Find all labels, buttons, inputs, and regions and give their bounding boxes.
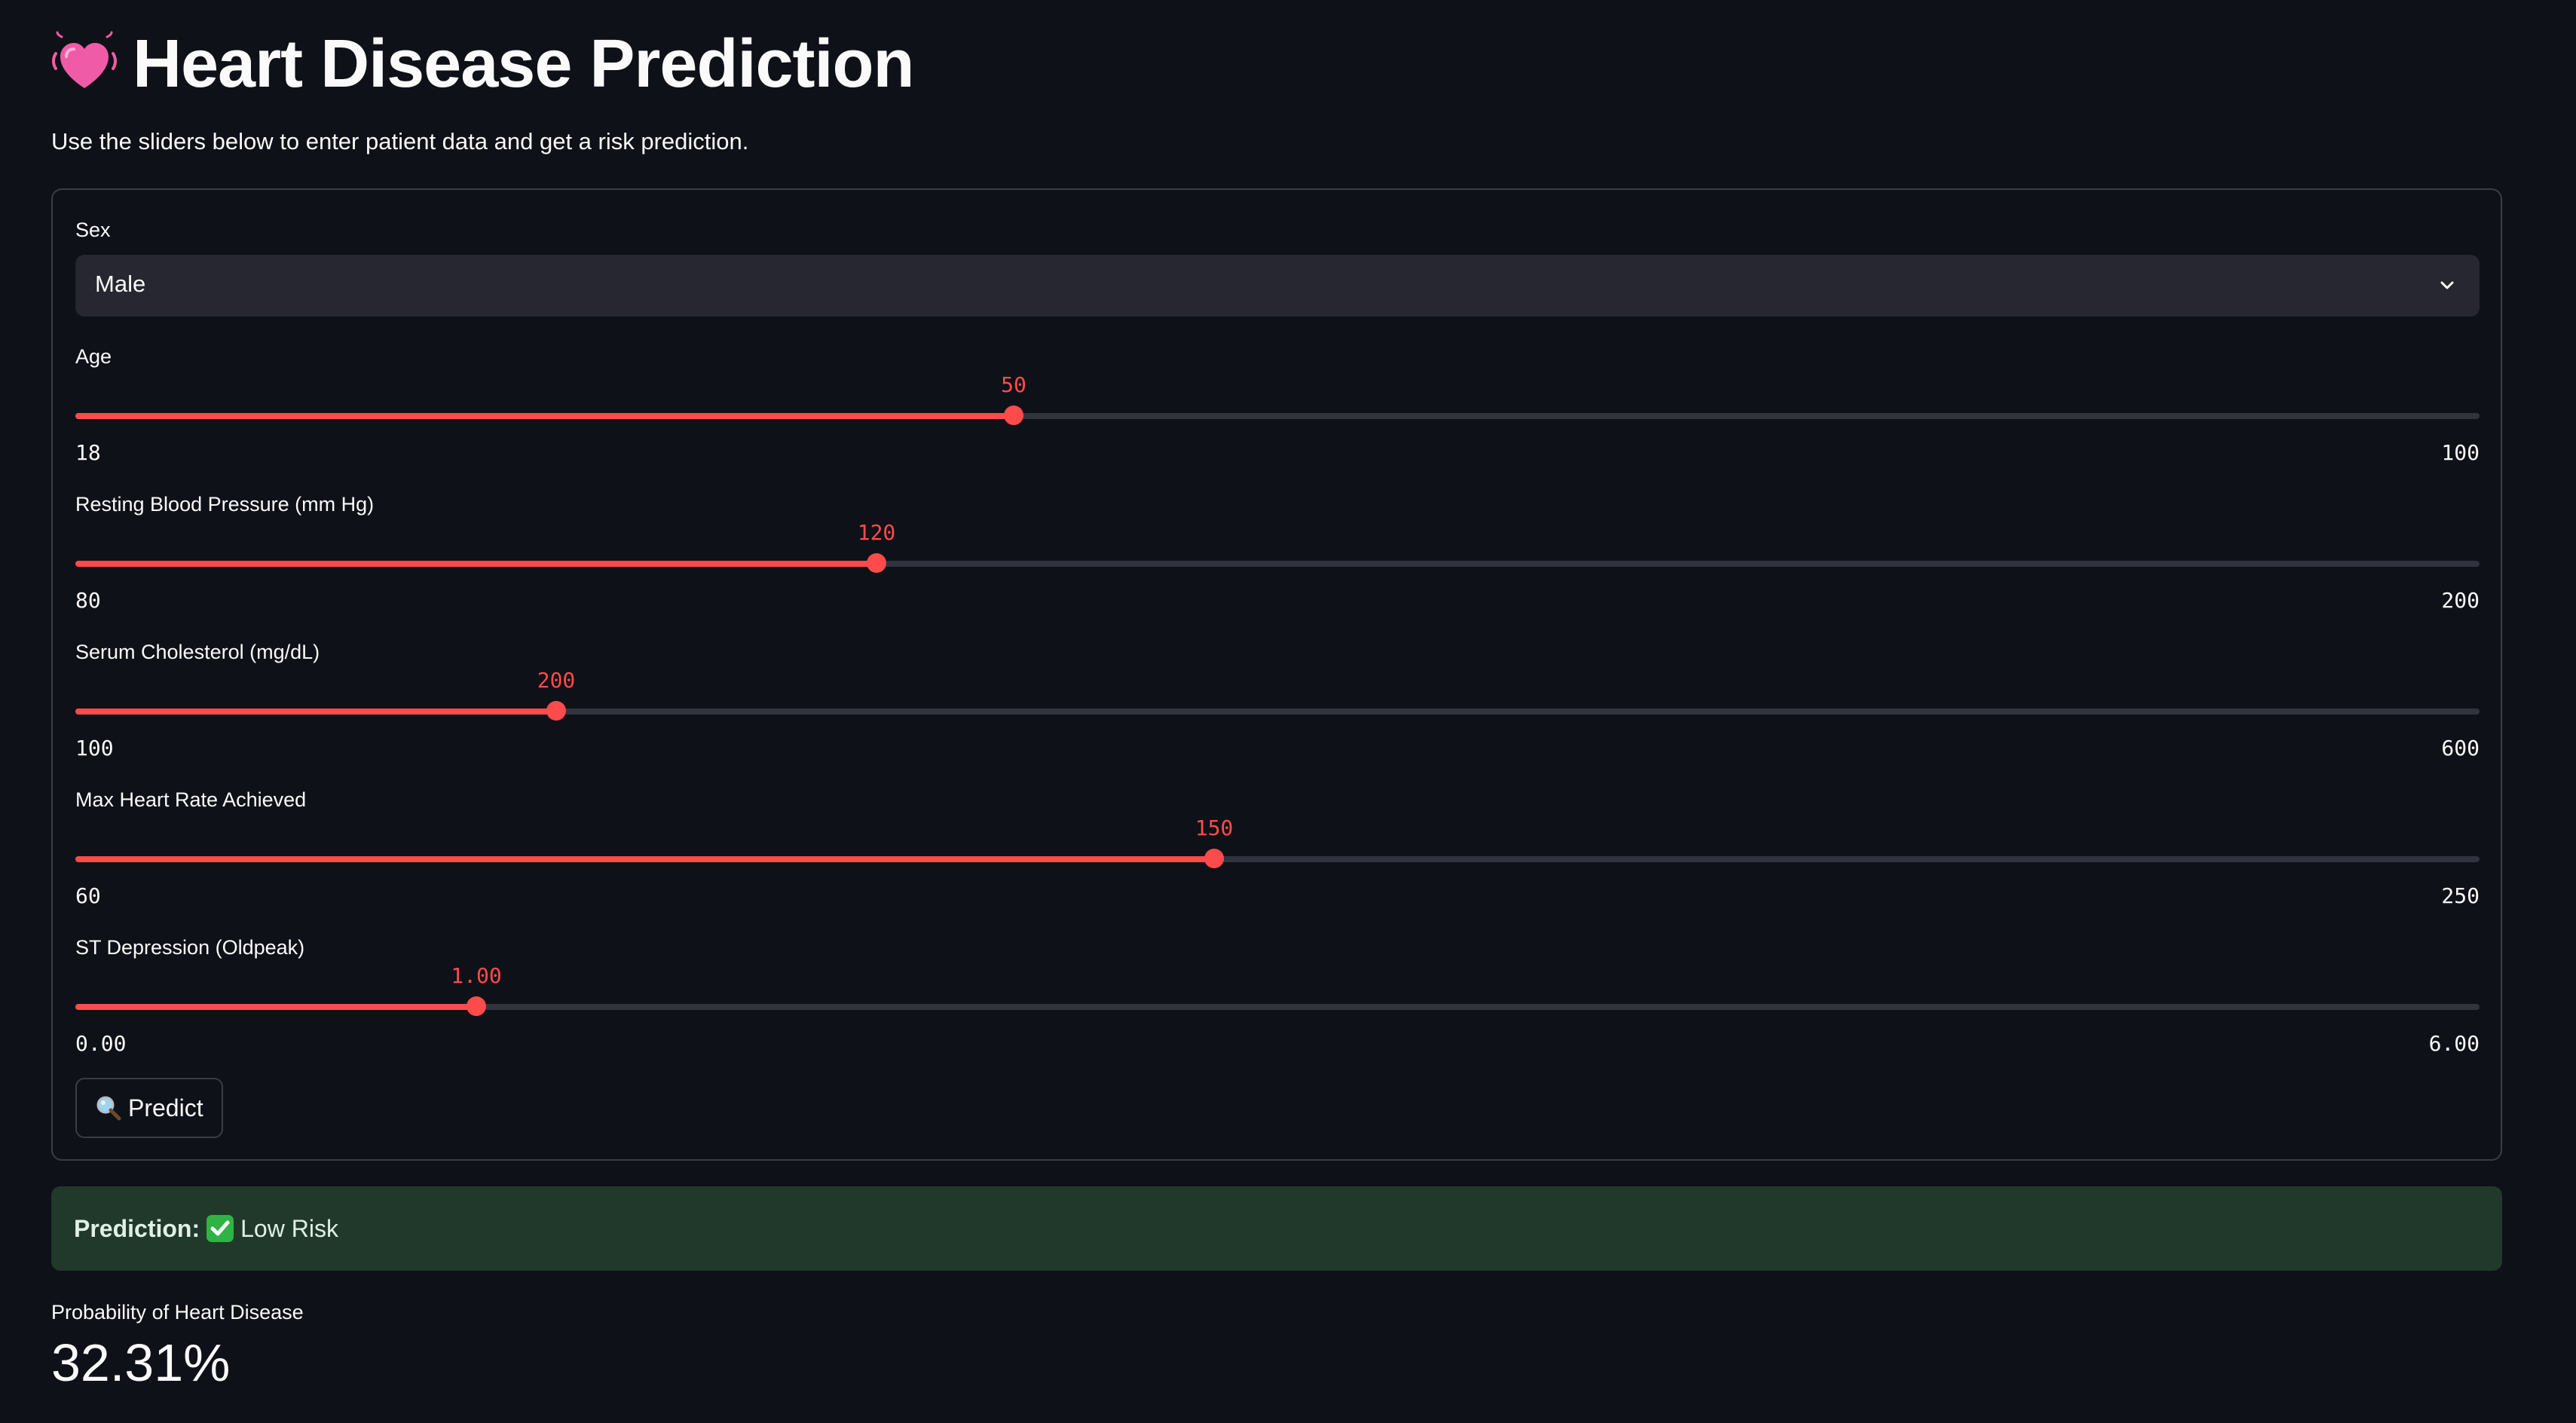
prediction-text: Prediction: Low Risk	[74, 1214, 338, 1243]
slider-track[interactable]	[75, 1004, 2480, 1010]
slider-fill	[75, 561, 877, 567]
slider-value: 120	[857, 520, 896, 545]
slider-thumb[interactable]	[867, 553, 886, 573]
cholesterol-label: Serum Cholesterol (mg/dL)	[75, 641, 320, 663]
sex-select-value: Male	[95, 271, 146, 297]
resting-bp-label: Resting Blood Pressure (mm Hg)	[75, 493, 375, 516]
slider-fill	[75, 708, 556, 715]
slider-track[interactable]	[75, 413, 2480, 419]
slider-fill	[75, 856, 1214, 862]
page-title: Heart Disease Prediction	[133, 26, 914, 102]
probability-value: 32.31%	[51, 1333, 231, 1392]
max-heart-rate-slider[interactable]: 150 60 250	[75, 800, 2480, 908]
patient-form: Sex Male Age 50 18 100 Resting Blood Pre…	[51, 188, 2502, 1161]
slider-max-label: 100	[2441, 440, 2480, 465]
slider-track[interactable]	[75, 561, 2480, 567]
slider-max-label: 600	[2441, 736, 2480, 760]
beating-heart-icon	[52, 31, 117, 88]
prediction-value: Low Risk	[240, 1214, 338, 1242]
oldpeak-label: ST Depression (Oldpeak)	[75, 936, 305, 959]
slider-thumb[interactable]	[1004, 405, 1023, 425]
cholesterol-slider[interactable]: 200 100 600	[75, 653, 2480, 760]
slider-fill	[75, 413, 1014, 419]
slider-value: 50	[1001, 372, 1026, 397]
slider-min-label: 80	[75, 588, 101, 613]
age-label: Age	[75, 345, 112, 368]
slider-min-label: 18	[75, 440, 101, 465]
slider-track[interactable]	[75, 708, 2480, 715]
probability-label: Probability of Heart Disease	[51, 1301, 304, 1324]
slider-min-label: 0.00	[75, 1031, 127, 1056]
slider-fill	[75, 1004, 476, 1010]
check-mark-icon	[207, 1215, 234, 1242]
sex-select[interactable]: Male	[75, 255, 2480, 317]
resting-bp-slider[interactable]: 120 80 200	[75, 505, 2480, 613]
slider-min-label: 60	[75, 883, 101, 908]
slider-value: 1.00	[451, 963, 502, 988]
chevron-down-icon	[2440, 281, 2454, 289]
page-subtitle: Use the sliders below to enter patient d…	[51, 128, 749, 155]
predict-button[interactable]: Predict	[75, 1078, 223, 1138]
max-heart-rate-label: Max Heart Rate Achieved	[75, 788, 307, 811]
slider-max-label: 6.00	[2428, 1031, 2480, 1056]
slider-value: 200	[537, 668, 576, 693]
age-slider[interactable]: 50 18 100	[75, 357, 2480, 465]
slider-track[interactable]	[75, 856, 2480, 862]
slider-value: 150	[1195, 816, 1234, 840]
sex-label: Sex	[75, 219, 111, 241]
slider-min-label: 100	[75, 736, 114, 760]
slider-max-label: 200	[2441, 588, 2480, 613]
app-main: Heart Disease Prediction Use the sliders…	[51, 0, 2502, 1423]
slider-thumb[interactable]	[1204, 849, 1224, 868]
magnifier-icon	[96, 1096, 121, 1121]
prediction-label: Prediction:	[74, 1214, 200, 1242]
slider-thumb[interactable]	[467, 996, 486, 1016]
slider-max-label: 250	[2441, 883, 2480, 908]
oldpeak-slider[interactable]: 1.00 0.00 6.00	[75, 948, 2480, 1056]
slider-thumb[interactable]	[546, 701, 566, 721]
prediction-alert: Prediction: Low Risk	[51, 1186, 2502, 1271]
predict-button-label: Predict	[128, 1094, 203, 1122]
page-header: Heart Disease Prediction	[51, 23, 914, 106]
